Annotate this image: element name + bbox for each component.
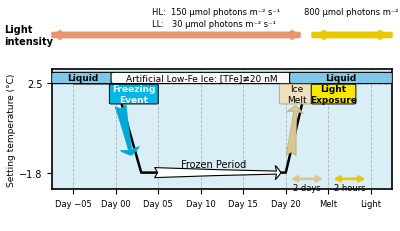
- FancyBboxPatch shape: [52, 73, 114, 84]
- Text: LL:   30 μmol photons m⁻² s⁻¹: LL: 30 μmol photons m⁻² s⁻¹: [152, 20, 276, 29]
- Text: Ice
Melt: Ice Melt: [287, 85, 307, 104]
- Text: Freezing
Event: Freezing Event: [112, 85, 156, 104]
- FancyBboxPatch shape: [311, 85, 356, 104]
- Text: Light
Exposure: Light Exposure: [310, 85, 357, 104]
- Y-axis label: Setting temperature (°C): Setting temperature (°C): [7, 73, 16, 186]
- Text: 800 μmol photons m⁻² s⁻¹: 800 μmol photons m⁻² s⁻¹: [304, 8, 400, 17]
- Text: 2 days: 2 days: [293, 183, 321, 192]
- Text: 2 hours: 2 hours: [334, 183, 365, 192]
- Text: HL:  150 μmol photons m⁻² s⁻¹: HL: 150 μmol photons m⁻² s⁻¹: [152, 8, 280, 17]
- FancyBboxPatch shape: [279, 85, 314, 104]
- Text: Frozen Period: Frozen Period: [181, 159, 246, 169]
- Text: Light
intensity: Light intensity: [4, 25, 53, 47]
- FancyBboxPatch shape: [109, 85, 158, 104]
- Text: Liquid: Liquid: [325, 74, 357, 83]
- FancyBboxPatch shape: [290, 73, 392, 84]
- FancyBboxPatch shape: [111, 73, 292, 84]
- Text: Artificial Low-Fe Ice: [TFe]≢20 nM: Artificial Low-Fe Ice: [TFe]≢20 nM: [126, 74, 278, 83]
- Text: Liquid: Liquid: [67, 74, 98, 83]
